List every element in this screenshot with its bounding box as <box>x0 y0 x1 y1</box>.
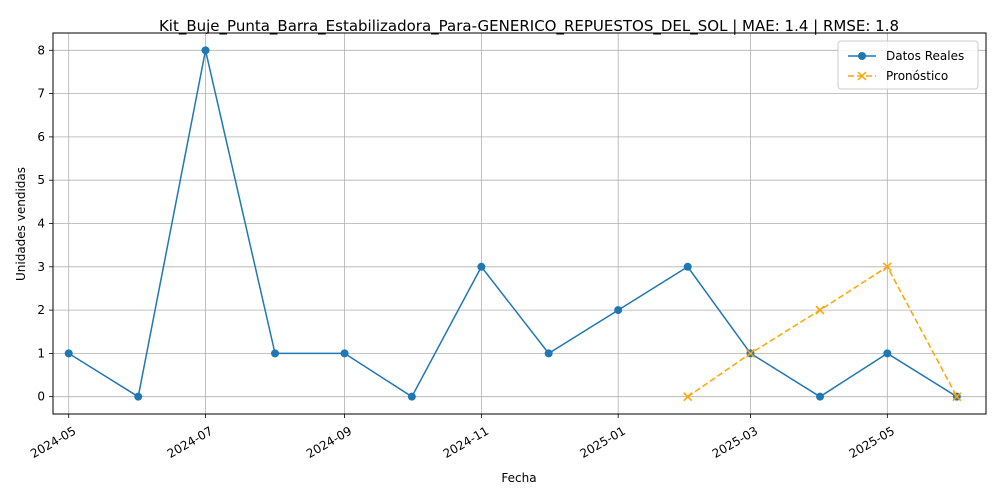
legend-label: Datos Reales <box>886 49 964 63</box>
chart-title: Kit_Buje_Punta_Barra_Estabilizadora_Para… <box>159 17 899 36</box>
series-layer <box>64 46 962 402</box>
y-tick-label: 3 <box>37 260 45 274</box>
x-tick-label: 2025-01 <box>577 424 627 461</box>
legend-box <box>837 40 979 90</box>
data-point <box>614 306 623 315</box>
data-point <box>271 349 280 358</box>
x-tick-label: 2024-09 <box>304 424 354 461</box>
data-point <box>883 349 892 358</box>
y-axis-label: Unidades vendidas <box>14 167 28 281</box>
y-tick-label: 1 <box>37 346 45 360</box>
data-point <box>64 349 73 358</box>
data-point <box>134 392 143 401</box>
legend: Datos Reales Pronóstico <box>837 40 979 90</box>
y-tick-label: 6 <box>37 130 45 144</box>
y-tick-label: 2 <box>37 303 45 317</box>
data-point <box>952 392 962 402</box>
y-tick-label: 0 <box>37 390 45 404</box>
data-point <box>745 348 756 358</box>
data-point <box>477 262 486 271</box>
y-tick-label: 8 <box>37 43 45 57</box>
y-tick-label: 7 <box>37 87 45 101</box>
data-point <box>882 262 892 272</box>
series-line-0 <box>68 50 958 398</box>
data-point <box>816 392 825 401</box>
x-axis-label: Fecha <box>501 471 536 485</box>
data-point <box>683 392 693 402</box>
legend-marker <box>858 52 866 60</box>
grid <box>53 33 986 414</box>
data-point <box>407 392 416 401</box>
x-axis: 2024-05 2024-07 2024-09 2024-11 2025-01 2025-… <box>28 414 897 461</box>
legend-marker <box>857 71 867 81</box>
x-tick-label: 2025-03 <box>710 424 760 461</box>
x-tick-label: 2024-11 <box>441 424 491 461</box>
y-tick-label: 5 <box>37 173 45 187</box>
x-tick-label: 2024-05 <box>28 424 78 461</box>
legend-label: Pronóstico <box>886 69 948 83</box>
y-axis: 0 1 2 3 4 5 6 7 8 <box>37 43 53 404</box>
data-point <box>201 46 210 55</box>
data-point <box>683 262 692 271</box>
x-tick-label: 2024-07 <box>165 424 215 461</box>
y-tick-label: 4 <box>37 217 45 231</box>
x-tick-label: 2025-05 <box>847 424 897 461</box>
data-point <box>340 349 349 358</box>
series-line-1 <box>687 265 958 398</box>
data-point <box>544 349 553 358</box>
data-point <box>815 305 825 315</box>
